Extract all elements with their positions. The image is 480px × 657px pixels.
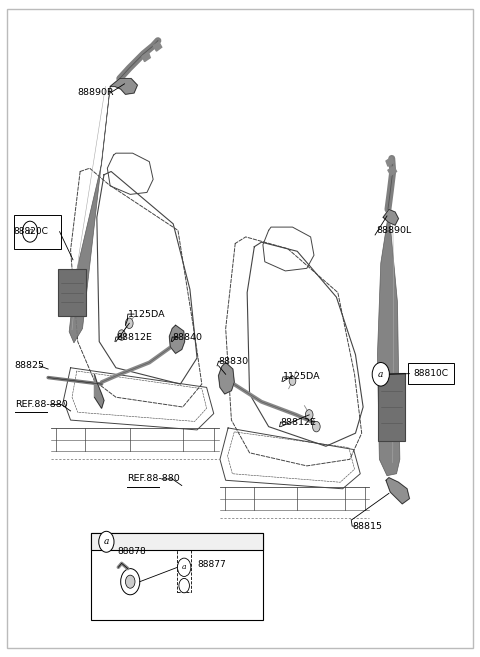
Circle shape [312,421,320,432]
Text: REF.88-880: REF.88-880 [15,400,68,409]
Text: 88815: 88815 [352,522,382,531]
Text: 88890R: 88890R [78,89,114,97]
Text: 88878: 88878 [117,547,146,556]
Text: 88812E: 88812E [281,418,316,426]
Circle shape [372,363,389,386]
Polygon shape [169,325,185,353]
Text: 88810C: 88810C [413,369,448,378]
Polygon shape [218,363,234,394]
Bar [58,269,86,316]
Polygon shape [386,157,394,166]
Text: 88890L: 88890L [376,226,411,235]
Bar [378,373,405,441]
Circle shape [125,575,135,588]
Circle shape [178,558,191,576]
Polygon shape [69,87,110,343]
Circle shape [23,221,37,242]
Polygon shape [377,211,400,476]
Circle shape [179,578,190,593]
Text: a: a [104,537,109,546]
Text: 1125DA: 1125DA [283,373,321,382]
FancyBboxPatch shape [408,363,454,384]
Bar [91,533,263,620]
Polygon shape [153,42,162,51]
Polygon shape [95,374,104,408]
Bar [91,533,263,551]
Circle shape [305,409,313,420]
Text: a: a [27,227,33,236]
Circle shape [118,330,125,340]
Text: REF.88-880: REF.88-880 [127,474,180,484]
Polygon shape [383,210,398,225]
Polygon shape [110,79,137,95]
Polygon shape [386,478,409,504]
Text: 88812E: 88812E [116,332,152,342]
Polygon shape [388,166,396,175]
Text: 88825: 88825 [15,361,45,371]
Text: 88877: 88877 [197,560,226,568]
FancyBboxPatch shape [14,215,61,249]
Polygon shape [142,53,150,62]
Circle shape [120,568,140,595]
Text: a: a [378,370,384,379]
Text: 1125DA: 1125DA [128,309,166,319]
Circle shape [289,376,296,386]
Text: 88820C: 88820C [14,227,48,236]
Circle shape [125,318,133,328]
Text: a: a [182,563,186,572]
Text: 88840: 88840 [172,332,202,342]
Circle shape [99,532,114,553]
Bar [178,550,191,592]
Text: 88830: 88830 [218,357,249,366]
